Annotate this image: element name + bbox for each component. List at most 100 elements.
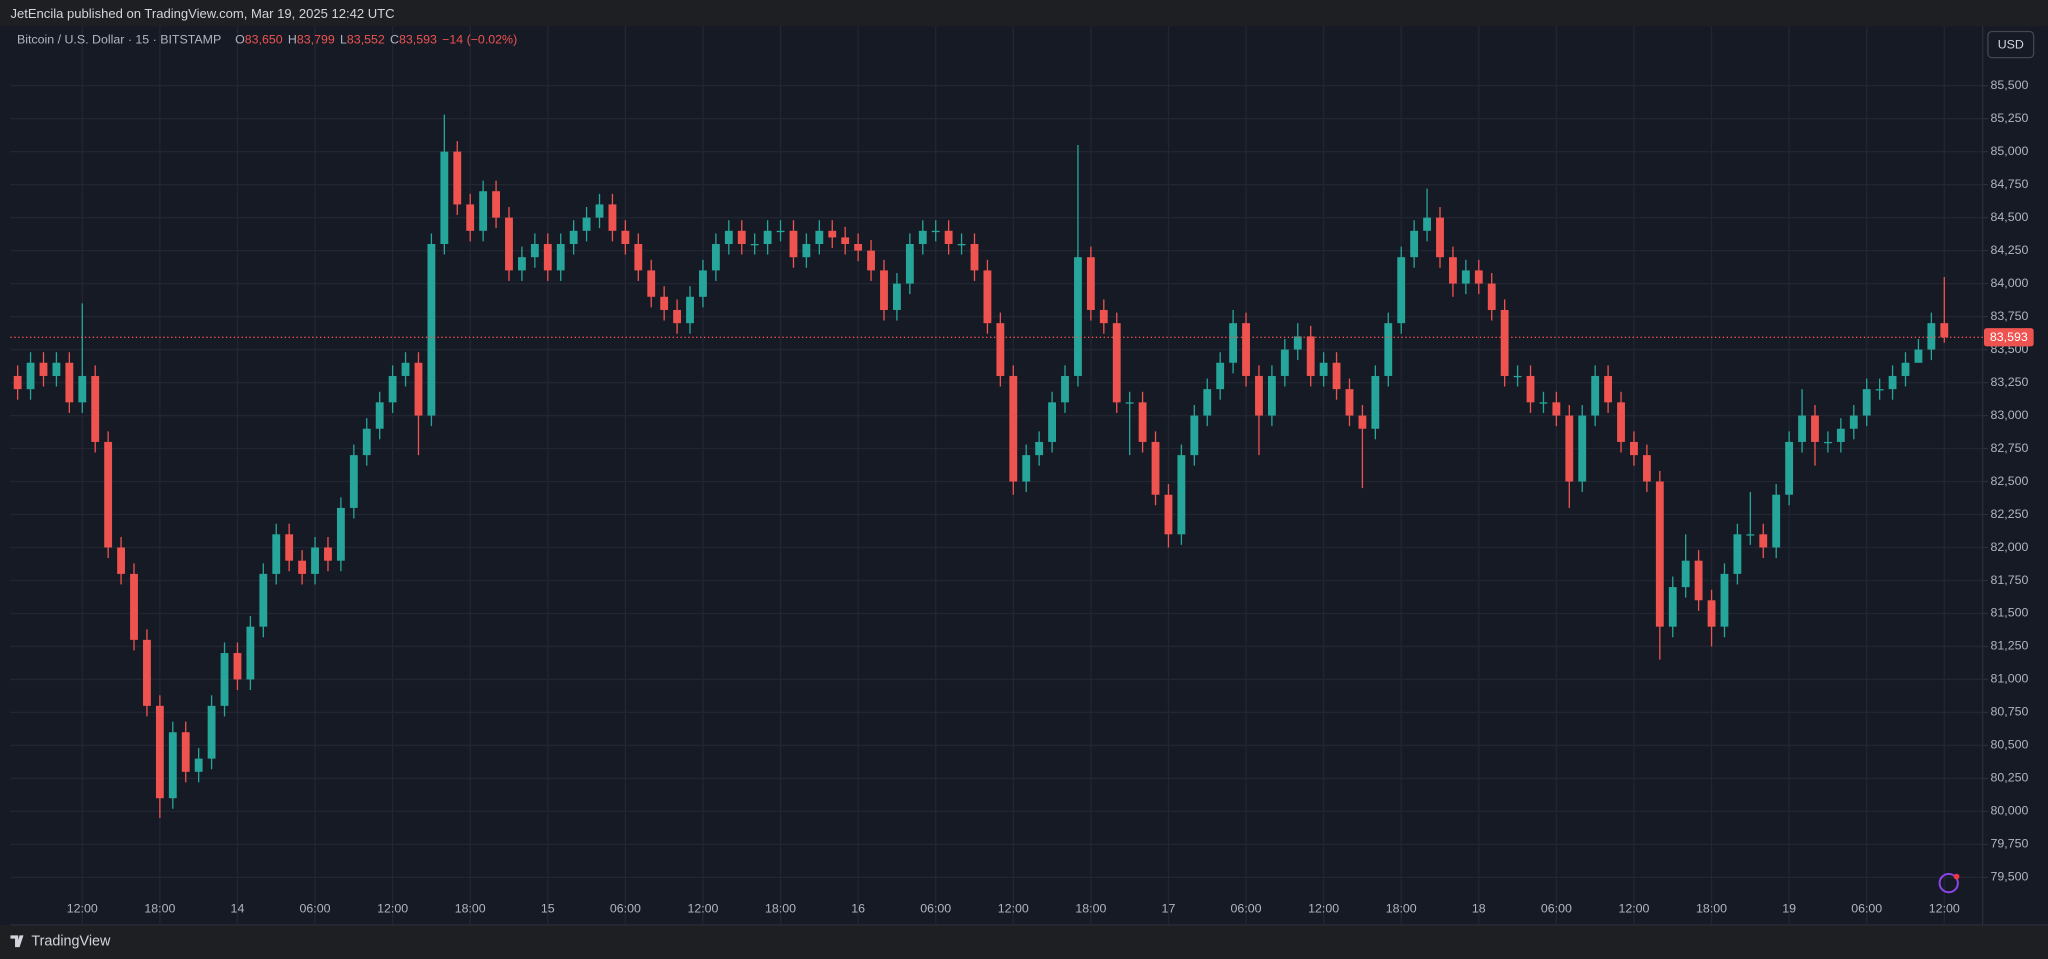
y-tick-label: 84,250 <box>1991 243 2029 257</box>
ai-icon-dot[interactable] <box>1953 873 1960 880</box>
candle-body <box>78 375 87 403</box>
y-tick-label: 84,000 <box>1991 276 2029 290</box>
candle-body <box>1785 441 1794 495</box>
candle-body <box>686 296 694 324</box>
candle-body <box>1746 534 1755 536</box>
currency-button[interactable]: USD <box>1987 30 2035 59</box>
publisher-bar <box>0 0 2048 27</box>
candle-body <box>957 244 966 246</box>
candle-body <box>880 270 888 310</box>
candle-body <box>298 560 307 574</box>
y-tick-label: 81,000 <box>1991 672 2029 686</box>
candle-body <box>13 375 22 390</box>
candle-body <box>285 534 294 561</box>
candle-body <box>104 441 113 548</box>
candle-body <box>1604 375 1613 403</box>
x-tick-label: 06:00 <box>610 901 641 915</box>
y-tick-label: 83,000 <box>1991 408 2029 422</box>
currency-button-frame[interactable] <box>1987 30 2035 59</box>
x-tick-label: 18:00 <box>1696 901 1727 915</box>
y-tick-label: 82,000 <box>1991 540 2029 554</box>
price-tag <box>1984 328 2034 347</box>
candle-body <box>52 362 61 376</box>
candle-body <box>1086 257 1095 310</box>
candle-body <box>1914 349 1923 363</box>
y-tick-label: 82,500 <box>1991 474 2029 488</box>
candle-body <box>737 230 746 245</box>
candle-body <box>1578 415 1587 482</box>
candle-body <box>401 362 410 376</box>
ohlc-legend: Bitcoin / U.S. Dollar · 15 · BITSTAMP O8… <box>17 33 517 47</box>
candle-body <box>466 204 475 231</box>
candle-body <box>1772 494 1781 548</box>
y-tick-label: 82,250 <box>1991 507 2029 521</box>
candle-body <box>1927 323 1936 350</box>
legend-key: H <box>288 33 297 47</box>
legend-key: C <box>390 33 399 47</box>
candle-body <box>233 653 242 680</box>
x-tick-label: 06:00 <box>300 901 331 915</box>
axes: 79,500 79,750 80,000 80,250 80,500 80,750 81,0… <box>10 78 2034 915</box>
ai-icon[interactable] <box>1938 872 1960 894</box>
candle-body <box>1474 270 1483 284</box>
candle-body <box>1500 309 1509 376</box>
candle-body <box>1423 217 1431 231</box>
candle-body <box>1280 349 1289 376</box>
candle-body <box>828 230 837 238</box>
candle-body <box>453 151 462 205</box>
footer-bar <box>0 924 2048 959</box>
candle-body <box>1513 375 1522 378</box>
candle-body <box>867 250 875 271</box>
candle-body <box>1798 415 1806 442</box>
y-tick-label: 83,250 <box>1991 375 2029 389</box>
candle-body <box>634 244 643 271</box>
candle-body <box>65 362 74 403</box>
price-tag-label: 83,593 <box>1990 330 2028 344</box>
candle-body <box>1293 336 1302 350</box>
y-tick-label: 85,500 <box>1991 78 2029 92</box>
candle-body <box>1229 323 1238 363</box>
candle-body <box>1048 402 1056 442</box>
candle-body <box>1306 336 1315 376</box>
candle-body <box>272 534 281 574</box>
candle-body <box>1112 323 1121 403</box>
candle-body <box>608 204 617 231</box>
candle-body <box>1255 375 1263 416</box>
candle-body <box>1617 402 1625 442</box>
legend-key: O <box>235 33 245 47</box>
ai-icon-ring[interactable] <box>1938 872 1959 894</box>
legend-value: 83,799 <box>297 33 335 47</box>
candle-body <box>621 230 630 245</box>
candle-body <box>556 244 565 271</box>
y-tick-label: 79,750 <box>1991 837 2029 851</box>
x-tick-label: 18:00 <box>144 901 175 915</box>
candle-body <box>1655 481 1664 627</box>
legend-change: −14 (−0.02%) <box>442 33 517 47</box>
candle-body <box>1888 375 1897 390</box>
candle-body <box>1138 402 1147 442</box>
candle-body <box>492 191 500 218</box>
candle-body <box>1345 389 1354 416</box>
y-tick-label: 84,500 <box>1991 210 2029 224</box>
y-tick-label: 84,750 <box>1991 177 2029 191</box>
legend-value: 83,593 <box>399 33 437 47</box>
candle-body <box>970 244 979 271</box>
candle-body <box>776 230 785 233</box>
candle-body <box>1267 375 1276 416</box>
x-tick-label: 12:00 <box>998 901 1029 915</box>
candle-body <box>1707 600 1716 627</box>
currency-button-label[interactable]: USD <box>1998 37 2024 51</box>
x-tick-label: 17 <box>1162 901 1176 915</box>
x-tick-label: 18:00 <box>455 901 486 915</box>
legend-value: 83,552 <box>347 33 385 47</box>
y-tick-label: 81,250 <box>1991 639 2029 653</box>
y-tick-label: 81,500 <box>1991 606 2029 620</box>
candle-body <box>311 547 319 574</box>
candle-body <box>543 244 552 271</box>
legend-value: 83,650 <box>245 33 283 47</box>
candle-body <box>1190 415 1199 456</box>
candle-body <box>207 705 216 759</box>
candle-body <box>1125 402 1134 404</box>
x-tick-label: 18:00 <box>1386 901 1417 915</box>
